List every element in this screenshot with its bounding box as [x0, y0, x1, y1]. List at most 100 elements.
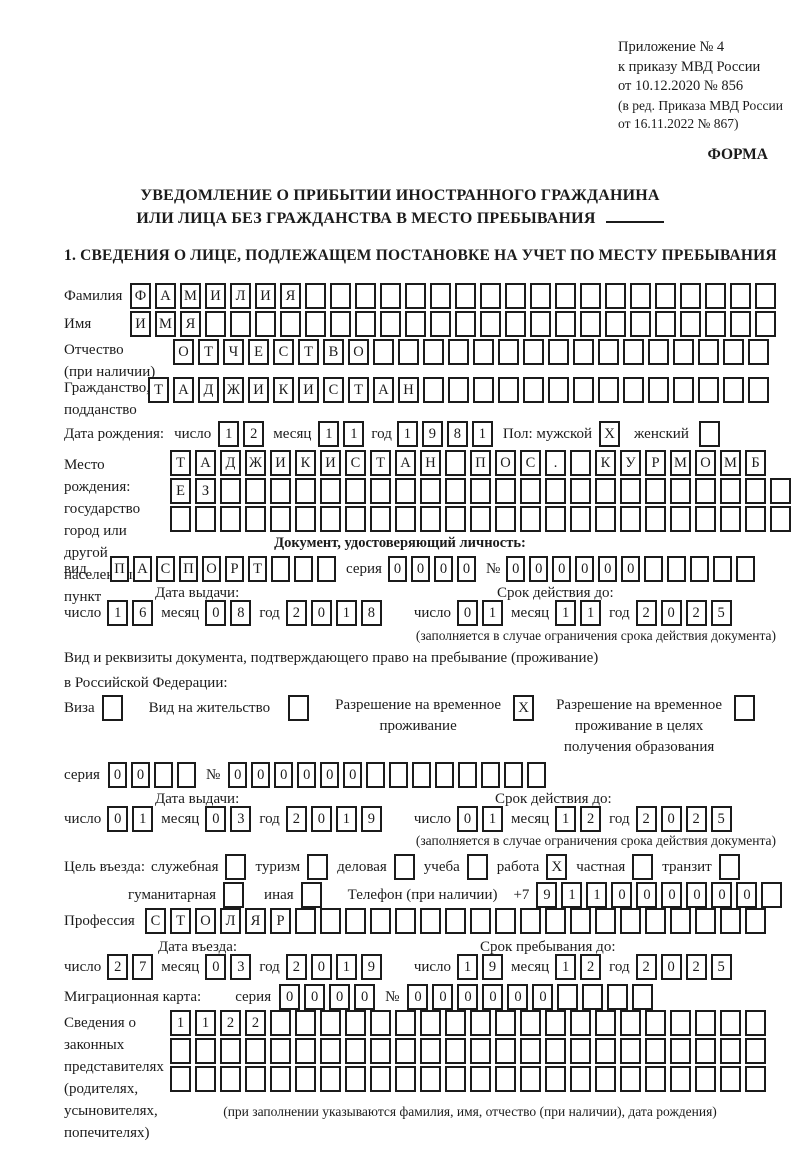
purpose-tourism-checkbox[interactable]: [307, 854, 329, 880]
char-cell[interactable]: [570, 478, 591, 504]
char-cell[interactable]: [570, 506, 591, 532]
char-cell[interactable]: А: [195, 450, 216, 476]
char-cell[interactable]: [473, 377, 494, 403]
char-cell[interactable]: 0: [552, 556, 572, 582]
char-cell[interactable]: [420, 1010, 441, 1036]
char-cell[interactable]: 1: [132, 806, 154, 832]
purpose-other-checkbox[interactable]: [300, 882, 322, 908]
char-cell[interactable]: 0: [297, 762, 317, 788]
char-cell[interactable]: Б: [745, 450, 766, 476]
char-cell[interactable]: [670, 1038, 691, 1064]
char-cell[interactable]: 0: [457, 600, 479, 626]
char-cell[interactable]: 8: [360, 600, 382, 626]
char-cell[interactable]: М: [180, 283, 201, 309]
char-cell[interactable]: [770, 478, 791, 504]
char-cell[interactable]: [595, 1038, 616, 1064]
char-cell[interactable]: К: [295, 450, 316, 476]
char-cell[interactable]: [470, 1010, 491, 1036]
char-cell[interactable]: [667, 556, 687, 582]
char-cell[interactable]: [505, 311, 526, 337]
char-cell[interactable]: [720, 1038, 741, 1064]
char-cell[interactable]: [645, 1010, 666, 1036]
char-cell[interactable]: [345, 908, 366, 934]
char-cell[interactable]: Т: [170, 908, 191, 934]
char-cell[interactable]: [573, 377, 594, 403]
char-cell[interactable]: А: [173, 377, 194, 403]
char-cell[interactable]: [495, 908, 516, 934]
char-cell[interactable]: 0: [660, 806, 682, 832]
char-cell[interactable]: К: [595, 450, 616, 476]
char-cell[interactable]: 2: [685, 806, 707, 832]
char-cell[interactable]: [695, 478, 716, 504]
char-cell[interactable]: 1: [343, 421, 365, 447]
char-cell[interactable]: Л: [230, 283, 251, 309]
char-cell[interactable]: 1: [586, 882, 608, 908]
char-cell[interactable]: Т: [298, 339, 319, 365]
char-cell[interactable]: [481, 762, 501, 788]
char-cell[interactable]: [548, 377, 569, 403]
temporary-residence-checkbox[interactable]: X: [513, 695, 535, 721]
char-cell[interactable]: [480, 283, 501, 309]
char-cell[interactable]: 0: [456, 556, 476, 582]
char-cell[interactable]: [673, 377, 694, 403]
char-cell[interactable]: [607, 984, 629, 1010]
char-cell[interactable]: [748, 339, 769, 365]
char-cell[interactable]: 0: [575, 556, 595, 582]
char-cell[interactable]: [445, 1038, 466, 1064]
char-cell[interactable]: [595, 478, 616, 504]
char-cell[interactable]: [345, 506, 366, 532]
char-cell[interactable]: 0: [529, 556, 549, 582]
char-cell[interactable]: 2: [635, 600, 657, 626]
char-cell[interactable]: 0: [343, 762, 363, 788]
char-cell[interactable]: [620, 506, 641, 532]
char-cell[interactable]: Т: [198, 339, 219, 365]
char-cell[interactable]: [595, 1010, 616, 1036]
char-cell[interactable]: [736, 556, 756, 582]
char-cell[interactable]: [520, 908, 541, 934]
char-cell[interactable]: [670, 478, 691, 504]
purpose-work-checkbox[interactable]: X: [546, 854, 568, 880]
char-cell[interactable]: [423, 377, 444, 403]
char-cell[interactable]: [320, 1038, 341, 1064]
char-cell[interactable]: [473, 339, 494, 365]
char-cell[interactable]: С: [273, 339, 294, 365]
char-cell[interactable]: 5: [710, 600, 732, 626]
char-cell[interactable]: 0: [507, 984, 529, 1010]
char-cell[interactable]: [295, 478, 316, 504]
char-cell[interactable]: 1: [335, 600, 357, 626]
char-cell[interactable]: С: [145, 908, 166, 934]
char-cell[interactable]: [545, 1038, 566, 1064]
char-cell[interactable]: И: [298, 377, 319, 403]
char-cell[interactable]: 0: [329, 984, 351, 1010]
char-cell[interactable]: [170, 1038, 191, 1064]
char-cell[interactable]: [435, 762, 455, 788]
char-cell[interactable]: Ф: [130, 283, 151, 309]
char-cell[interactable]: 0: [310, 954, 332, 980]
char-cell[interactable]: [420, 506, 441, 532]
char-cell[interactable]: [470, 1066, 491, 1092]
char-cell[interactable]: 0: [107, 762, 127, 788]
char-cell[interactable]: [645, 908, 666, 934]
char-cell[interactable]: [670, 506, 691, 532]
char-cell[interactable]: [545, 478, 566, 504]
char-cell[interactable]: М: [720, 450, 741, 476]
char-cell[interactable]: 1: [457, 954, 479, 980]
char-cell[interactable]: Т: [170, 450, 191, 476]
char-cell[interactable]: [570, 1066, 591, 1092]
char-cell[interactable]: Л: [220, 908, 241, 934]
char-cell[interactable]: [366, 762, 386, 788]
char-cell[interactable]: О: [348, 339, 369, 365]
char-cell[interactable]: [370, 1066, 391, 1092]
char-cell[interactable]: [570, 1010, 591, 1036]
char-cell[interactable]: Я: [180, 311, 201, 337]
purpose-official-checkbox[interactable]: [225, 854, 247, 880]
char-cell[interactable]: [670, 908, 691, 934]
char-cell[interactable]: 1: [218, 421, 240, 447]
char-cell[interactable]: [720, 1066, 741, 1092]
char-cell[interactable]: 2: [243, 421, 265, 447]
char-cell[interactable]: [620, 908, 641, 934]
char-cell[interactable]: Я: [280, 283, 301, 309]
char-cell[interactable]: 2: [580, 954, 602, 980]
char-cell[interactable]: 0: [251, 762, 271, 788]
char-cell[interactable]: [570, 1038, 591, 1064]
